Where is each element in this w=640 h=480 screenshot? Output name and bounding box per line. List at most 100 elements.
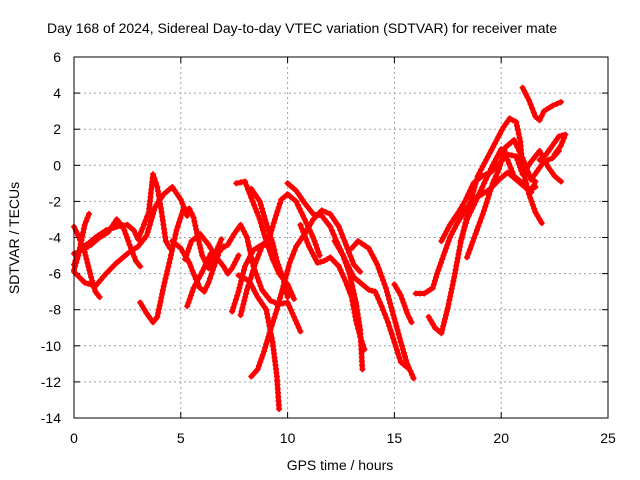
data-point (284, 299, 291, 306)
data-point (446, 221, 453, 228)
data-point (406, 314, 413, 321)
data-point (165, 263, 172, 270)
data-point (273, 212, 280, 219)
data-point (240, 270, 246, 277)
data-point (177, 245, 184, 252)
data-point (205, 279, 212, 286)
data-point (282, 275, 289, 282)
data-point (429, 321, 436, 328)
y-tick-label: 4 (53, 85, 61, 101)
data-point (124, 234, 130, 241)
x-tick-label: 0 (70, 430, 78, 446)
data-point (387, 327, 394, 334)
data-point (265, 228, 272, 234)
data-point (474, 194, 481, 201)
data-point (184, 212, 191, 219)
data-point (300, 229, 307, 236)
data-point (386, 323, 393, 330)
data-point (147, 218, 154, 225)
data-point (278, 196, 285, 203)
data-point (146, 221, 153, 228)
data-point (256, 279, 263, 285)
data-point (534, 212, 541, 219)
data-point (460, 227, 467, 234)
data-point (478, 166, 485, 173)
data-point (277, 295, 284, 301)
data-point (265, 333, 272, 340)
data-point (139, 225, 146, 232)
data-point (472, 198, 479, 205)
data-point (525, 169, 532, 176)
data-point (494, 152, 501, 159)
data-point (125, 238, 132, 245)
data-point (350, 261, 357, 268)
data-point (507, 165, 514, 171)
data-point (459, 211, 466, 217)
data-point (440, 234, 447, 241)
data-point (457, 238, 464, 245)
data-point (390, 335, 397, 342)
data-point (495, 134, 502, 141)
data-point (251, 369, 258, 376)
data-point (256, 198, 263, 205)
series-line (426, 115, 545, 336)
data-point (254, 275, 261, 282)
series-sat-e (71, 184, 191, 290)
data-point (273, 306, 280, 313)
data-point (438, 238, 445, 245)
data-point (269, 223, 276, 230)
data-point (261, 348, 268, 355)
x-tick-label: 10 (280, 430, 296, 446)
data-point (172, 231, 179, 238)
data-point (511, 137, 517, 143)
data-point (270, 318, 277, 325)
data-point (143, 232, 150, 239)
data-point (348, 278, 355, 285)
data-point (342, 259, 349, 266)
data-point (470, 202, 477, 208)
plot-frame (73, 56, 609, 419)
data-point (193, 226, 200, 233)
data-point (528, 198, 535, 205)
data-point (198, 248, 205, 255)
data-point (451, 225, 458, 231)
data-point (314, 259, 321, 266)
data-point (247, 275, 254, 282)
data-point (201, 288, 208, 295)
data-point (528, 158, 535, 165)
data-point (554, 175, 561, 182)
data-point (559, 138, 566, 145)
data-point (343, 241, 349, 248)
data-point (314, 211, 321, 218)
data-point (531, 205, 538, 212)
data-point (296, 205, 303, 212)
data-point (81, 279, 88, 286)
data-point (135, 236, 142, 243)
data-point (467, 187, 473, 194)
data-point (545, 156, 552, 163)
data-point (514, 144, 521, 151)
data-point (87, 270, 94, 277)
data-point (323, 209, 329, 216)
data-point (369, 287, 375, 294)
data-point (484, 173, 491, 180)
data-point (230, 304, 237, 311)
data-point (549, 102, 556, 109)
data-point (289, 251, 296, 258)
data-point (267, 248, 274, 255)
data-point (80, 225, 87, 232)
data-point (451, 215, 458, 222)
data-point (442, 315, 449, 322)
data-point (340, 234, 347, 241)
data-point (200, 265, 207, 272)
data-point (333, 220, 340, 227)
data-point (257, 359, 264, 365)
data-point (75, 252, 82, 259)
data-point (312, 241, 319, 248)
data-point (122, 230, 129, 237)
data-point (289, 310, 296, 317)
data-point (117, 256, 124, 263)
data-point (453, 221, 460, 228)
data-point (271, 314, 278, 321)
data-point (486, 169, 493, 176)
